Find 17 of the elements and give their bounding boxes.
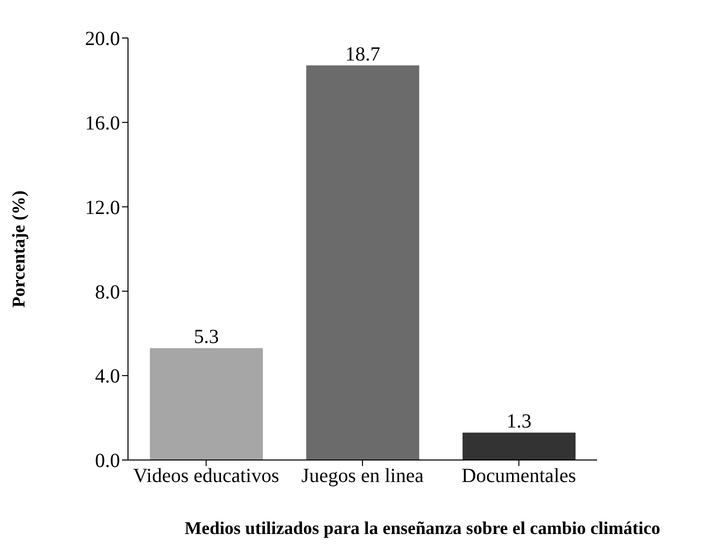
x-axis-title: Medios utilizados para la enseñanza sobre el cambio climático	[184, 518, 660, 538]
bar	[306, 65, 420, 460]
y-tick-label: 8.0	[95, 281, 120, 304]
y-tick-label: 20.0	[85, 28, 120, 50]
y-tick-label: 12.0	[85, 196, 120, 219]
y-tick-label: 4.0	[95, 366, 120, 388]
data-label: 18.7	[345, 43, 380, 66]
bar	[150, 348, 263, 460]
data-label: 5.3	[194, 326, 219, 348]
x-tick-label: Documentales	[462, 465, 576, 488]
x-tick-label: Juegos en linea	[301, 465, 424, 488]
y-axis-title: Porcentaje (%)	[8, 190, 28, 308]
x-tick-label: Videos educativos	[133, 465, 280, 488]
bar	[462, 432, 576, 460]
data-label: 1.3	[506, 410, 532, 433]
y-tick-label: 16.0	[85, 112, 120, 134]
y-tick-label: 0.0	[95, 450, 120, 472]
